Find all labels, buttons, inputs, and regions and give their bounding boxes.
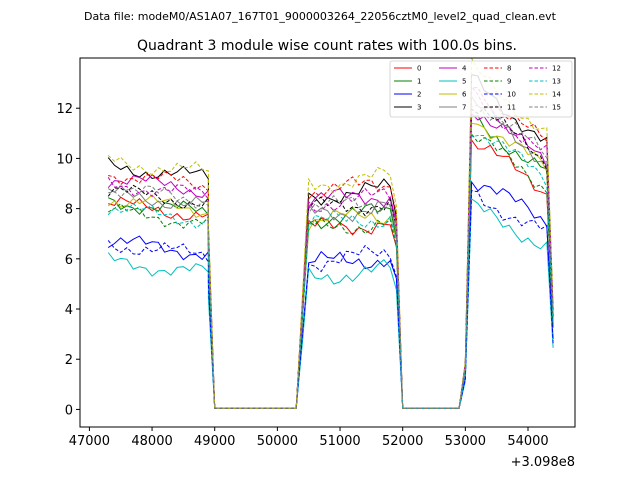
legend-label: 8: [507, 65, 511, 73]
legend-label: 12: [552, 65, 561, 73]
legend-label: 11: [507, 104, 516, 112]
legend-label: 1: [417, 78, 421, 86]
legend-label: 2: [417, 91, 421, 99]
series-line-14: [107, 58, 554, 409]
x-tick-label: 52000: [382, 434, 423, 449]
series-line-13: [107, 135, 554, 409]
x-tick-label: 48000: [131, 434, 172, 449]
chart-title: Quadrant 3 module wise count rates with …: [137, 38, 517, 54]
x-tick-label: 50000: [257, 434, 298, 449]
legend-label: 7: [462, 104, 466, 112]
series-line-6: [107, 122, 554, 409]
legend-box: [389, 60, 573, 118]
x-axis: 47000 48000 49000 50000 51000 52000 53000 54000: [69, 427, 549, 449]
y-tick-label: 10: [56, 152, 73, 167]
series-line-1: [108, 115, 554, 409]
legend-label: 9: [507, 78, 511, 86]
series-line-8: [108, 87, 554, 409]
series-line-0: [108, 138, 554, 409]
legend-label: 4: [462, 65, 467, 73]
y-tick-label: 0: [65, 403, 73, 418]
y-axis: 0 2 4 6 8 10 12: [56, 102, 80, 418]
x-tick-label: 49000: [194, 434, 235, 449]
y-tick-label: 12: [56, 102, 73, 117]
series-line-5: [107, 197, 554, 409]
legend-label: 10: [507, 91, 516, 99]
series-line-12: [107, 84, 554, 409]
series-line-4: [107, 112, 554, 409]
suptitle: Data file: modeM0/AS1A07_167T01_90000032…: [84, 10, 557, 23]
x-tick-label: 54000: [507, 434, 548, 449]
y-tick-label: 2: [65, 353, 73, 368]
legend-label: 5: [462, 78, 466, 86]
x-tick-label: 47000: [69, 434, 110, 449]
x-offset-label: +3.098e8: [511, 455, 575, 470]
legend-label: 0: [417, 65, 421, 73]
y-tick-label: 4: [65, 303, 73, 318]
x-tick-label: 51000: [319, 434, 360, 449]
y-tick-label: 8: [65, 203, 73, 218]
series-line-7: [107, 94, 554, 409]
series-line-3: [107, 73, 554, 409]
x-tick-label: 53000: [445, 434, 486, 449]
legend-label: 3: [417, 104, 421, 112]
y-tick-label: 6: [65, 253, 73, 268]
legend-label: 13: [552, 78, 561, 86]
legend-label: 15: [552, 104, 561, 112]
series-line-11: [107, 107, 554, 409]
series-line-10: [107, 189, 554, 409]
plot-frame: [79, 57, 576, 428]
legend-label: 14: [552, 91, 561, 99]
series-line-2: [107, 180, 554, 409]
series-line-9: [107, 132, 554, 409]
legend-label: 6: [462, 91, 467, 99]
series-line-15: [108, 104, 554, 409]
